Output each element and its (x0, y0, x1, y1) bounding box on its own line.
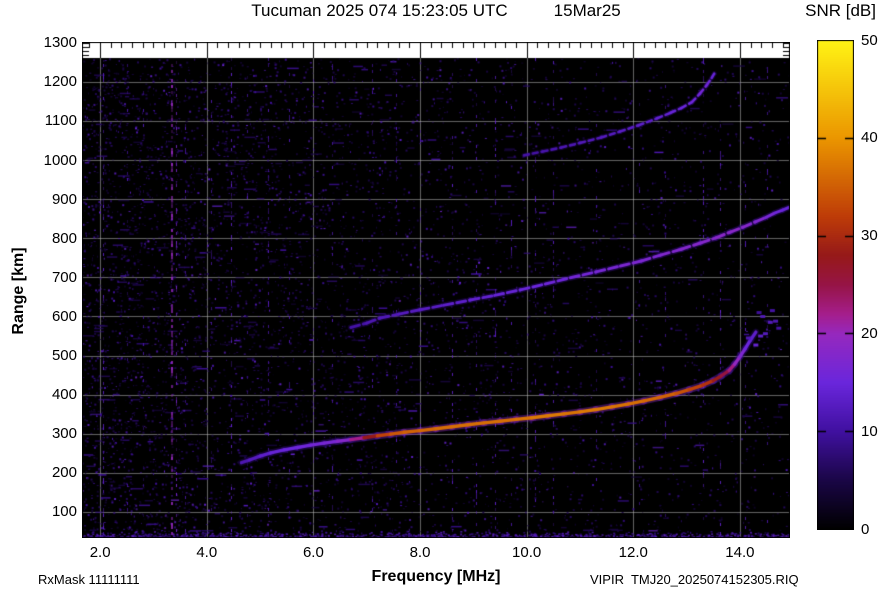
title-station-datetime: Tucuman 2025 074 15:23:05 UTC (251, 1, 508, 20)
y-tick-label: 1200 (43, 73, 77, 91)
x-tick-label: 14.0 (725, 544, 755, 561)
colorbar-tick-label: 0 (861, 520, 870, 538)
ionogram-plot (82, 42, 790, 538)
y-tick-label: 800 (51, 229, 77, 247)
data-file-label: VIPIR TMJ20_2025074152305.RIQ (590, 572, 799, 587)
rx-mask-label: RxMask 11111111 (38, 572, 140, 587)
colorbar-tick-label: 20 (861, 324, 878, 342)
y-tick-label: 300 (51, 425, 77, 443)
x-tick-label: 8.0 (409, 544, 431, 561)
y-tick-label: 1100 (44, 112, 77, 130)
colorbar-tick-label: 30 (861, 227, 878, 245)
y-tick-label: 100 (51, 503, 77, 521)
x-tick-label: 12.0 (618, 544, 648, 561)
x-tick-label: 4.0 (196, 544, 218, 561)
colorbar (817, 40, 854, 530)
y-tick-label: 1300 (43, 34, 77, 52)
colorbar-tick-label: 10 (861, 422, 878, 440)
y-tick-label: 700 (51, 268, 77, 286)
x-axis-title: Frequency [MHz] (371, 568, 501, 585)
title-date: 15Mar25 (553, 1, 621, 20)
page-title: Tucuman 2025 074 15:23:05 UTC 15Mar25 (82, 1, 790, 21)
colorbar-tick-label: 40 (861, 129, 878, 147)
y-tick-label: 600 (51, 307, 77, 325)
colorbar-tick-label: 50 (861, 31, 878, 49)
x-tick-label: 10.0 (512, 544, 542, 561)
colorbar-title: SNR [dB] (805, 1, 876, 20)
x-tick-label: 2.0 (89, 544, 111, 561)
y-axis-title: Range [km] (10, 247, 27, 335)
y-tick-label: 200 (51, 464, 77, 482)
y-tick-label: 900 (51, 190, 77, 208)
y-tick-label: 500 (51, 347, 77, 365)
x-tick-label: 6.0 (302, 544, 324, 561)
y-tick-label: 400 (51, 386, 77, 404)
y-tick-label: 1000 (43, 151, 77, 169)
